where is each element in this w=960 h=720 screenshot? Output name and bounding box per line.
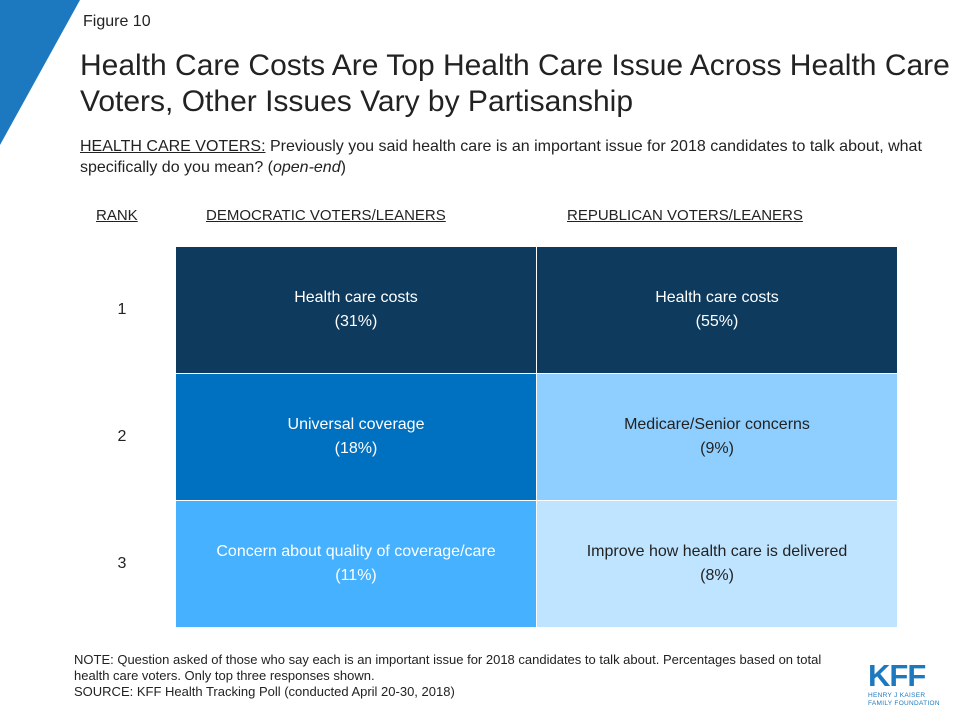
rank-label: 2 <box>117 427 127 445</box>
republican-cell: Improve how health care is delivered (8%) <box>537 501 898 628</box>
logo-wordmark: KFF <box>868 658 926 693</box>
cell-label: Universal coverage <box>287 416 425 433</box>
cell-label: Health care costs <box>294 289 418 306</box>
question-text: HEALTH CARE VOTERS: Previously you said … <box>80 136 940 178</box>
logo-subtitle: HENRY J KAISER FAMILY FOUNDATION <box>868 692 948 707</box>
note-text: NOTE: Question asked of those who say ea… <box>74 652 822 683</box>
column-header-democratic: DEMOCRATIC VOTERS/LEANERS <box>206 207 446 224</box>
logo-sub-line-1: HENRY J KAISER <box>868 692 926 699</box>
corner-accent <box>0 0 80 145</box>
democratic-cell: Health care costs (31%) <box>176 247 537 374</box>
cell-label: Improve how health care is delivered <box>586 543 848 560</box>
rank-label: 3 <box>117 554 127 572</box>
cell-percent: (9%) <box>700 440 734 457</box>
cell-percent: (18%) <box>334 440 378 457</box>
column-header-republican: REPUBLICAN VOTERS/LEANERS <box>567 207 803 224</box>
rank-label: 1 <box>117 300 127 318</box>
cell-label: Medicare/Senior concerns <box>624 416 810 433</box>
cell-label: Concern about quality of coverage/care <box>216 543 496 560</box>
democratic-cell: Concern about quality of coverage/care (1… <box>176 501 537 628</box>
chart-title: Health Care Costs Are Top Health Care Is… <box>80 49 950 118</box>
figure-label: Figure 10 <box>83 13 151 30</box>
republican-cell: Health care costs (55%) <box>537 247 898 374</box>
question-prefix: HEALTH CARE VOTERS: <box>80 138 266 155</box>
cell-percent: (11%) <box>335 567 377 584</box>
cell-label: Health care costs <box>655 289 779 306</box>
logo-sub-line-2: FAMILY FOUNDATION <box>868 699 940 707</box>
source-text: SOURCE: KFF Health Tracking Poll (conduc… <box>74 684 455 699</box>
column-header-rank: RANK <box>96 207 138 224</box>
footnote: NOTE: Question asked of those who say ea… <box>74 652 834 700</box>
question-suffix: ) <box>340 159 346 176</box>
republican-cell: Medicare/Senior concerns (9%) <box>537 374 898 501</box>
question-body: Previously you said health care is an im… <box>80 138 922 176</box>
question-italic: open-end <box>272 159 341 176</box>
kff-logo: KFF HENRY J KAISER FAMILY FOUNDATION <box>868 660 948 710</box>
cell-percent: (31%) <box>334 313 378 330</box>
democratic-cell: Universal coverage (18%) <box>176 374 537 501</box>
cell-percent: (8%) <box>700 567 734 584</box>
cell-percent: (55%) <box>695 313 739 330</box>
